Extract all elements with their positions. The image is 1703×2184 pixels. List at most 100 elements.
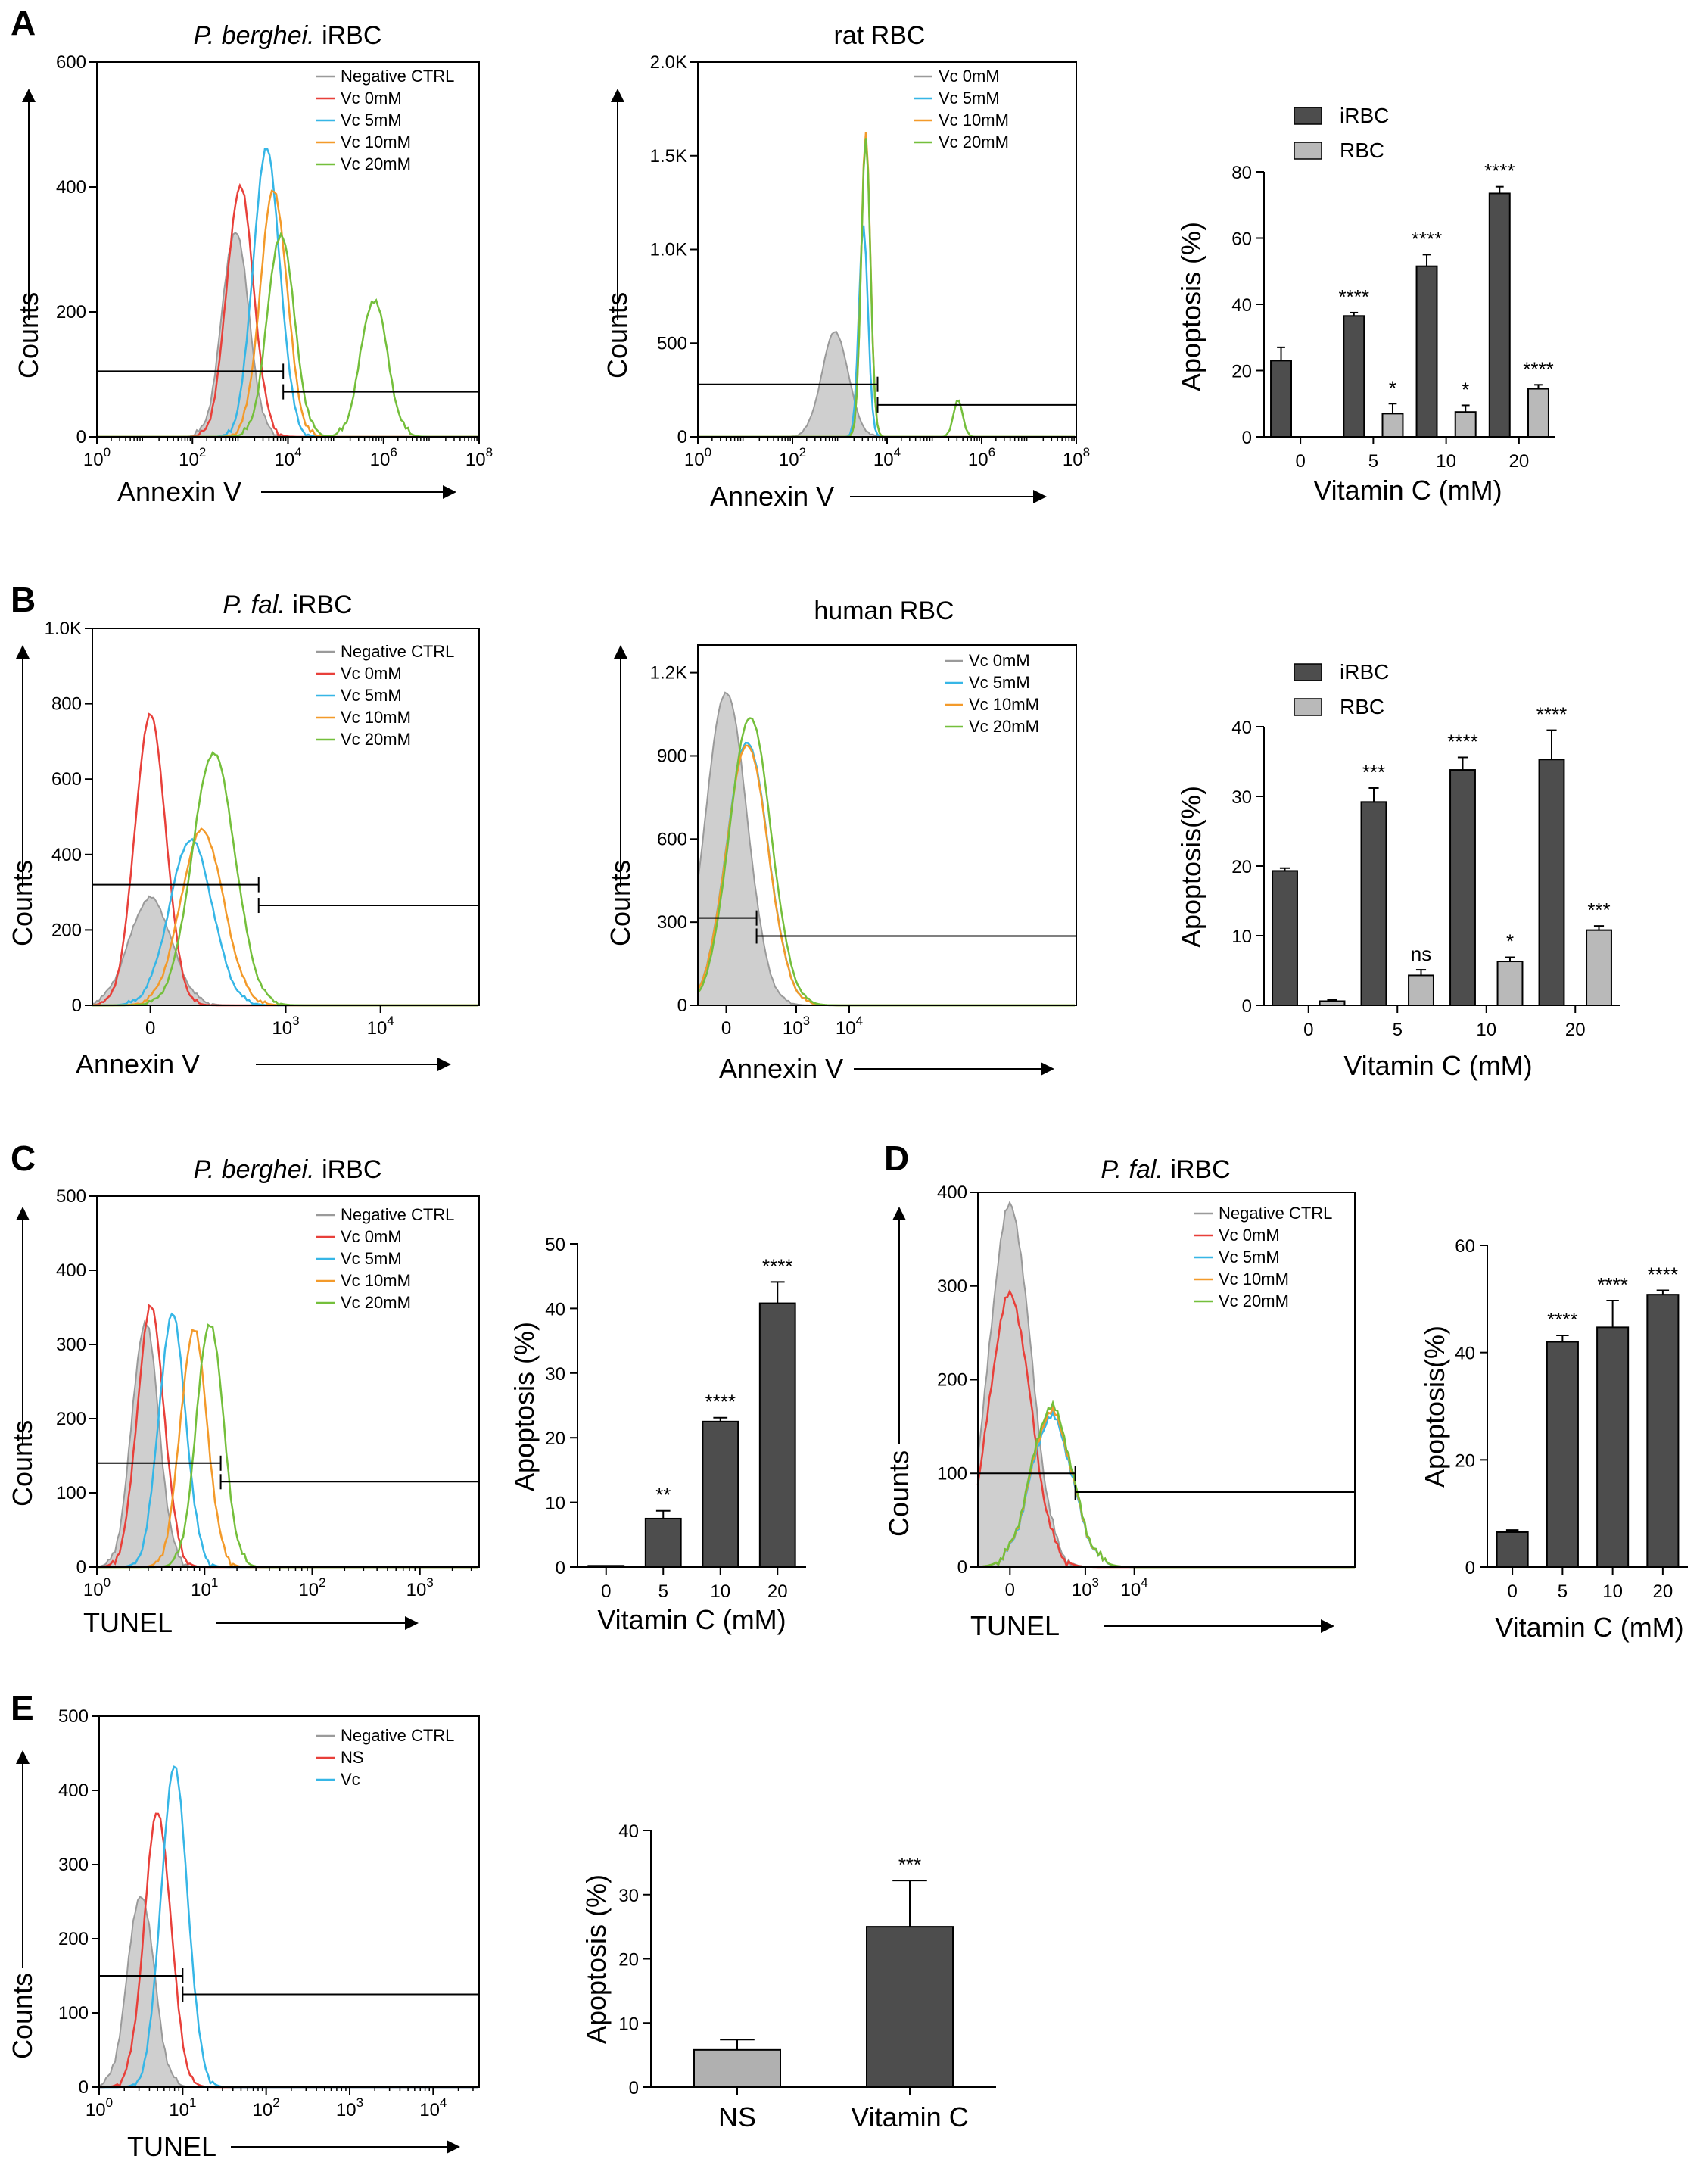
legend-swatch	[1294, 107, 1322, 125]
x-tick-label: 10	[1476, 1020, 1496, 1040]
x-tick-exp: 6	[988, 445, 995, 460]
x-tick-exp: 2	[799, 445, 806, 460]
significance-label: *	[1389, 376, 1396, 399]
x-axis-label: TUNEL	[127, 2131, 216, 2162]
legend-label: Vc 5mM	[341, 1249, 402, 1268]
legend-label: Vc 10mM	[969, 695, 1039, 714]
x-tick-label: 101	[169, 2095, 196, 2120]
y-tick-label: 0	[76, 1557, 86, 1578]
legend-label: Vc 20mM	[341, 154, 411, 173]
series-line-vc-0mm	[97, 182, 478, 438]
x-tick-label: 5	[1558, 1581, 1568, 1602]
series-line-vc-10mm	[97, 189, 478, 438]
y-tick-label: 400	[58, 1781, 89, 1801]
x-tick-base: 10	[370, 450, 391, 470]
x-tick-label: 106	[968, 445, 995, 470]
y-tick-label: 300	[58, 1855, 89, 1875]
y-axis-label: Counts	[7, 1973, 38, 2059]
legend-label: Negative CTRL	[341, 67, 454, 86]
x-tick-exp: 8	[1083, 445, 1090, 460]
x-tick-base: 10	[274, 450, 294, 470]
y-tick-label: 300	[56, 1335, 86, 1355]
legend-label: Vc 5mM	[969, 673, 1030, 692]
x-tick-exp: 3	[1092, 1575, 1099, 1590]
x-tick-label: 108	[465, 445, 493, 470]
bar	[1415, 265, 1438, 438]
x-axis-label: Annexin V	[76, 1048, 200, 1080]
y-axis-arrowhead	[22, 89, 36, 102]
x-tick-exp: 4	[387, 1014, 394, 1028]
series-fill-vc-0mm	[697, 691, 1076, 1006]
legend-label: RBC	[1340, 695, 1384, 718]
x-axis-arrowhead	[1033, 490, 1047, 503]
y-tick-label: 500	[657, 333, 687, 354]
bar-chart-E-bar: 0 10 20 30 40 NS Vitamin C *** Apoptosis (%)	[581, 1821, 996, 2133]
y-tick-label: 50	[545, 1235, 565, 1255]
bar	[1596, 1326, 1630, 1568]
x-tick-base: 10	[83, 450, 104, 470]
chart-title: P. berghei. iRBC	[194, 1155, 382, 1184]
significance-label: ****	[1536, 703, 1567, 726]
x-tick-exp: 0	[104, 445, 111, 460]
y-tick-label: 2.0K	[650, 52, 687, 73]
x-tick-label: 20	[1509, 451, 1530, 472]
x-tick-label: 103	[272, 1014, 299, 1039]
y-tick-label: 1.2K	[650, 663, 687, 684]
x-tick-base: 10	[465, 450, 486, 470]
x-tick-label: 104	[367, 1014, 394, 1039]
x-tick-label: 103	[1072, 1575, 1099, 1600]
y-tick-label: 600	[51, 769, 82, 790]
x-tick-base: 10	[253, 2100, 273, 2120]
x-tick-label: 102	[179, 445, 206, 470]
x-tick-label: 104	[274, 445, 301, 470]
x-tick-base: 10	[367, 1018, 388, 1039]
series-line-vc-10mm	[698, 132, 1075, 438]
x-axis-label: Annexin V	[719, 1053, 843, 1084]
y-tick-label: 20	[545, 1428, 565, 1449]
significance-label: ****	[1412, 227, 1442, 250]
y-tick-label: 900	[657, 746, 687, 766]
x-tick-base: 10	[1063, 450, 1083, 470]
y-tick-label: 300	[937, 1276, 967, 1297]
x-tick-label: 5	[658, 1581, 668, 1602]
x-tick-exp: 3	[356, 2095, 363, 2110]
x-tick-exp: 4	[856, 1014, 863, 1028]
x-tick-label: 103	[336, 2095, 363, 2120]
significance-label: *	[1506, 930, 1514, 953]
x-tick-base: 10	[419, 2100, 440, 2120]
bar	[644, 1517, 682, 1568]
significance-label: ****	[1447, 730, 1477, 752]
x-tick-base: 10	[968, 450, 988, 470]
significance-label: ***	[1587, 899, 1610, 921]
significance-label: ****	[1547, 1308, 1577, 1331]
chart-title-italic: P. fal.	[1101, 1155, 1163, 1184]
chart-title: P. fal. iRBC	[223, 590, 352, 619]
legend-label: Vc 5mM	[341, 111, 402, 129]
x-tick-exp: 4	[894, 445, 901, 460]
x-axis-arrowhead	[443, 485, 456, 499]
bar	[702, 1420, 739, 1568]
y-tick-label: 40	[1231, 718, 1252, 738]
x-tick-exp: 4	[294, 445, 301, 460]
bar	[1454, 411, 1477, 438]
bar	[1527, 388, 1549, 438]
y-tick-label: 0	[957, 1557, 967, 1578]
x-tick-exp: 1	[211, 1575, 218, 1590]
y-tick-label: 800	[51, 694, 82, 715]
bar	[1343, 315, 1365, 438]
y-tick-label: 500	[56, 1186, 86, 1207]
x-tick-exp: 3	[803, 1014, 810, 1028]
chart-title-rest: iRBC	[315, 21, 382, 50]
y-tick-label: 40	[1231, 295, 1252, 316]
chart-title-rest: iRBC	[315, 1155, 382, 1184]
chart-title-italic: P. berghei.	[194, 21, 315, 50]
y-tick-label: 600	[56, 52, 86, 73]
x-tick-label: 10	[1602, 1581, 1623, 1602]
x-tick-label: 20	[1565, 1020, 1586, 1040]
bar	[1496, 1531, 1529, 1569]
significance-label: *	[1462, 378, 1469, 400]
legend-swatch	[1294, 663, 1322, 681]
